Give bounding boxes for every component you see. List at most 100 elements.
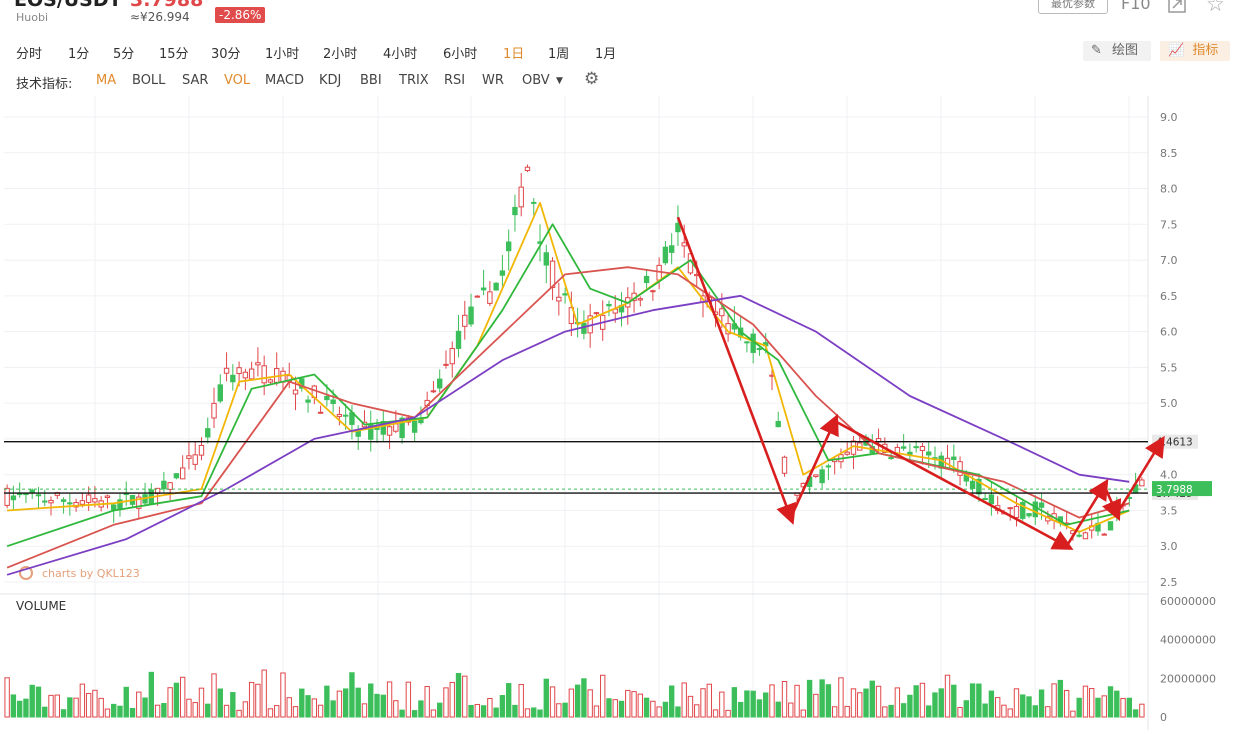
- volume-bar-178: [1120, 697, 1126, 718]
- timeframe-2[interactable]: 5分: [113, 47, 135, 62]
- volume-bar-73: [462, 675, 468, 718]
- candle-body-80: [505, 241, 512, 252]
- volume-bar-170: [1070, 710, 1076, 718]
- candle-body-29: [186, 455, 192, 459]
- volume-bar-45: [286, 697, 292, 718]
- volume-title: VOLUME: [16, 599, 66, 613]
- candle-body-31: [198, 444, 205, 456]
- timeframe-8[interactable]: 6小时: [443, 47, 478, 62]
- volume-bar-161: [1013, 688, 1020, 718]
- timeframe-5[interactable]: 1小时: [265, 47, 300, 62]
- volume-bar-98: [618, 700, 625, 718]
- indicator-button[interactable]: 📈 指标: [1160, 41, 1230, 61]
- volume-bar-120: [756, 699, 763, 718]
- draw-button[interactable]: ✎ 绘图: [1083, 41, 1151, 61]
- candle-body-34: [217, 384, 223, 402]
- timeframe-9[interactable]: 1日: [503, 47, 525, 62]
- volume-bar-167: [1051, 683, 1057, 718]
- indicator-rsi[interactable]: RSI: [444, 73, 466, 88]
- indicator-boll[interactable]: BOLL: [132, 73, 166, 88]
- volume-tick-label-0: 0: [1160, 711, 1167, 724]
- volume-bar-176: [1107, 686, 1114, 718]
- volume-bar-165: [1038, 689, 1045, 718]
- volume-bar-96: [606, 698, 612, 718]
- indicator-kdj[interactable]: KDJ: [319, 73, 342, 88]
- indicator-wr[interactable]: WR: [482, 73, 504, 88]
- favorite-star-icon[interactable]: ☆: [1206, 0, 1225, 16]
- annotation-arrow-0-5: [1115, 435, 1165, 515]
- timeframe-1[interactable]: 1分: [68, 47, 90, 62]
- volume-bar-41: [261, 669, 267, 718]
- indicator-bbi[interactable]: BBI: [360, 73, 382, 88]
- params-button[interactable]: 最优参数: [1038, 0, 1108, 14]
- candle-body-162: [1020, 502, 1026, 519]
- indicator-trix[interactable]: TRIX: [399, 73, 429, 88]
- candle-body-124: [781, 456, 788, 474]
- candle-body-63: [399, 417, 405, 439]
- indicator-vol[interactable]: VOL: [224, 73, 251, 88]
- candle-body-38: [242, 371, 249, 379]
- candle-body-73: [462, 314, 468, 327]
- indicator-ma[interactable]: MA: [96, 73, 117, 88]
- volume-bar-20: [129, 707, 136, 718]
- timeframe-6[interactable]: 2小时: [323, 47, 358, 62]
- y-tick-label-2: 3.5: [1160, 504, 1178, 517]
- volume-tick-label-1: 20000000: [1160, 672, 1216, 685]
- candlestick-chart[interactable]: 2.53.03.54.04.55.05.56.06.57.07.58.08.59…: [0, 96, 1254, 730]
- timeframe-11[interactable]: 1月: [595, 47, 617, 62]
- volume-bar-103: [650, 700, 656, 718]
- volume-bar-131: [825, 684, 832, 718]
- candle-body-9: [60, 499, 67, 502]
- volume-bar-74: [468, 704, 474, 718]
- volume-bar-86: [543, 678, 549, 718]
- volume-bar-107: [675, 706, 681, 718]
- timeframe-4[interactable]: 30分: [211, 47, 241, 62]
- timeframe-3[interactable]: 15分: [159, 47, 189, 62]
- candle-body-5: [35, 494, 42, 497]
- candle-body-12: [79, 500, 86, 505]
- volume-bar-147: [926, 705, 932, 718]
- timeframe-0[interactable]: 分时: [16, 47, 43, 62]
- volume-bar-101: [637, 693, 644, 718]
- volume-bar-38: [242, 701, 249, 718]
- ma-line-ma60: [6, 294, 1130, 576]
- settings-gear-icon[interactable]: ⚙: [584, 69, 600, 89]
- candle-body-40: [255, 362, 261, 366]
- candle-body-107: [675, 222, 681, 233]
- volume-bar-166: [1045, 706, 1051, 718]
- volume-bar-129: [813, 693, 819, 718]
- candle-body-130: [819, 469, 825, 484]
- candle-body-88: [556, 296, 562, 302]
- candle-body-176: [1107, 521, 1114, 531]
- volume-bar-110: [694, 704, 700, 718]
- candle-body-27: [173, 473, 180, 479]
- fullscreen-icon[interactable]: [1167, 0, 1187, 18]
- indicator-macd[interactable]: MACD: [265, 73, 304, 88]
- volume-bar-48: [305, 695, 311, 718]
- volume-bar-151: [951, 684, 957, 718]
- volume-bar-55: [349, 672, 355, 718]
- volume-bar-78: [493, 707, 499, 718]
- candle-body-157: [988, 494, 995, 505]
- indicator-sar[interactable]: SAR: [182, 73, 209, 88]
- chart-icon: 📈: [1168, 43, 1185, 58]
- volume-bar-29: [186, 698, 192, 718]
- volume-bar-125: [788, 702, 794, 718]
- timeframe-7[interactable]: 4小时: [383, 47, 418, 62]
- candle-body-118: [744, 341, 750, 344]
- volume-bar-6: [42, 706, 48, 718]
- volume-bar-65: [411, 710, 418, 718]
- candle-body-26: [167, 482, 173, 490]
- volume-bar-82: [518, 684, 524, 718]
- candle-body-37: [236, 367, 242, 374]
- f10-button[interactable]: F10: [1121, 0, 1151, 13]
- indicator-obv[interactable]: OBV: [522, 73, 550, 88]
- volume-bar-80: [505, 683, 512, 718]
- exchange-name: Huobi: [16, 11, 49, 24]
- timeframe-10[interactable]: 1周: [548, 47, 570, 62]
- draw-label: 绘图: [1112, 43, 1139, 58]
- volume-bar-177: [1114, 690, 1120, 718]
- volume-bar-97: [612, 699, 618, 718]
- dropdown-icon[interactable]: ▼: [556, 76, 563, 86]
- indicator-bar-label: 技术指标:: [16, 77, 73, 92]
